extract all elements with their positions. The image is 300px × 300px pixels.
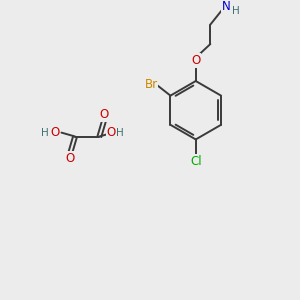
Text: H: H [41,128,49,138]
Text: O: O [100,108,109,121]
Text: O: O [66,152,75,165]
Text: N: N [221,0,230,13]
Text: O: O [191,54,200,67]
Text: O: O [106,126,116,139]
Text: H: H [232,6,239,16]
Text: O: O [50,126,59,139]
Text: Cl: Cl [190,155,202,168]
Text: H: H [116,128,124,138]
Text: Br: Br [144,78,158,92]
